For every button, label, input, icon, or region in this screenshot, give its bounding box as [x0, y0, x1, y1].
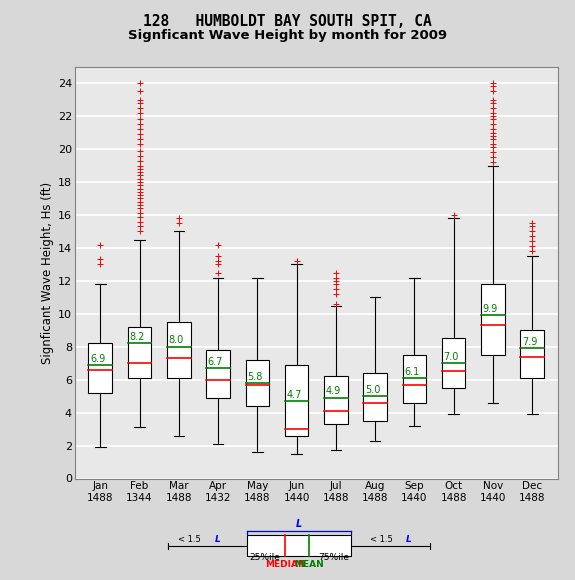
Text: 128   HUMBOLDT BAY SOUTH SPIT, CA: 128 HUMBOLDT BAY SOUTH SPIT, CA: [143, 14, 432, 30]
Text: L: L: [406, 535, 412, 543]
Text: 7.0: 7.0: [443, 352, 459, 362]
Text: 9.9: 9.9: [483, 304, 498, 314]
Text: L: L: [296, 519, 302, 529]
Text: 6.7: 6.7: [208, 357, 223, 367]
Bar: [520, 330, 544, 378]
Text: 8.2: 8.2: [129, 332, 145, 342]
Bar: [363, 373, 387, 421]
Bar: [481, 284, 505, 355]
Text: 4.7: 4.7: [286, 390, 302, 400]
Text: 7.9: 7.9: [522, 337, 538, 347]
Text: 25%ile: 25%ile: [249, 553, 280, 562]
Text: 5.8: 5.8: [247, 372, 263, 382]
Text: < 1.5: < 1.5: [370, 535, 395, 543]
Bar: [128, 327, 151, 378]
Text: 5.0: 5.0: [365, 385, 380, 395]
Text: < 1.5: < 1.5: [178, 535, 204, 543]
Bar: [89, 343, 112, 393]
Bar: [246, 360, 269, 406]
Bar: [285, 365, 308, 436]
Text: 6.1: 6.1: [404, 367, 419, 376]
Bar: [402, 355, 426, 403]
Text: 75%ile: 75%ile: [318, 553, 349, 562]
Bar: [167, 322, 190, 378]
Bar: [324, 376, 348, 424]
Bar: [442, 339, 466, 388]
Text: 8.0: 8.0: [168, 335, 184, 346]
Text: MEAN: MEAN: [294, 560, 324, 569]
Text: 4.9: 4.9: [325, 386, 341, 397]
Text: L: L: [214, 535, 220, 543]
Text: MEDIAN: MEDIAN: [265, 560, 305, 569]
Y-axis label: Signficant Wave Height, Hs (ft): Signficant Wave Height, Hs (ft): [41, 182, 53, 364]
Text: Signficant Wave Height by month for 2009: Signficant Wave Height by month for 2009: [128, 29, 447, 42]
Bar: [247, 535, 351, 556]
Text: 6.9: 6.9: [90, 354, 105, 364]
Bar: [206, 350, 230, 398]
